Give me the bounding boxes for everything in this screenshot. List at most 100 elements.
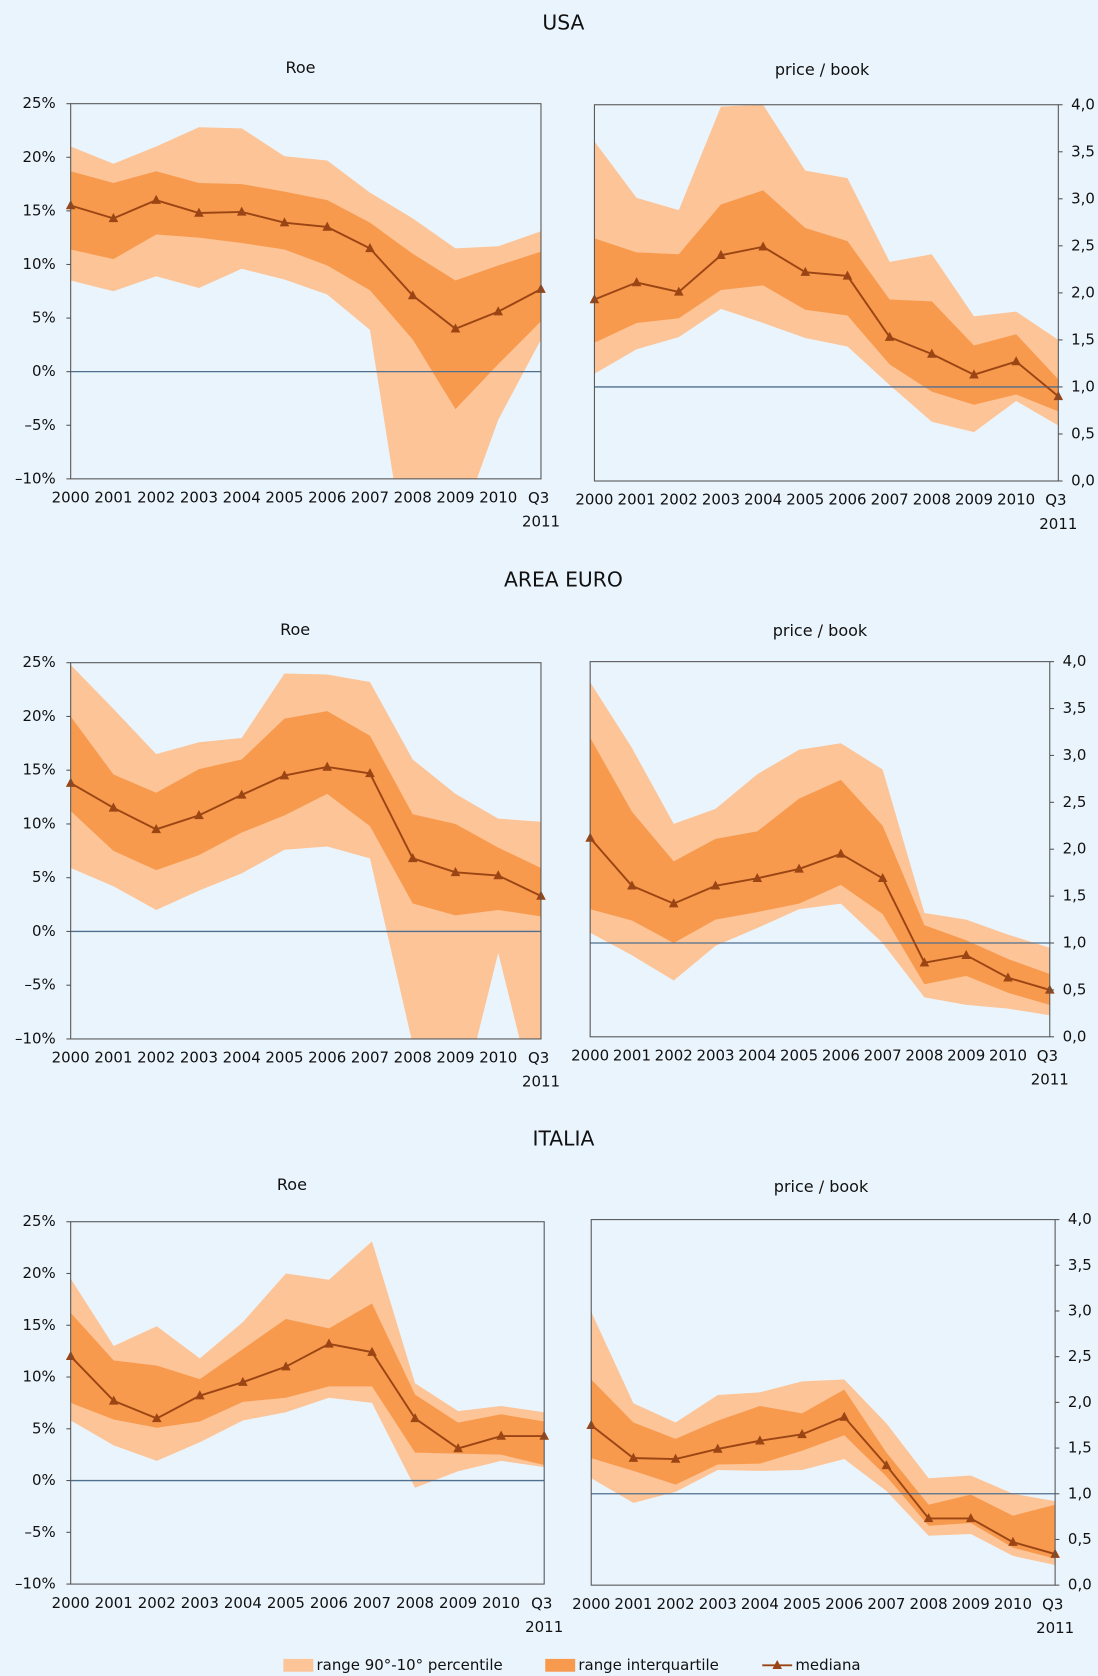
x-tick-label: 2005 — [267, 1594, 305, 1612]
median-marker — [926, 348, 937, 358]
x-tick-label: 2006 — [825, 1595, 863, 1613]
median-marker — [238, 1376, 248, 1386]
x-tick-label: 2002 — [660, 491, 698, 509]
x-tick-label: 2007 — [351, 1049, 389, 1067]
legend-label: mediana — [795, 1656, 860, 1674]
y-tick-label: 20% — [22, 707, 55, 725]
y-tick-label: 25% — [22, 1212, 55, 1230]
y-tick-label: 25% — [22, 653, 55, 671]
x-tick-label: 2007 — [353, 1594, 391, 1612]
y-tick-label: 15% — [22, 201, 55, 219]
x-tick-label: 2004 — [741, 1595, 779, 1613]
y-tick-label: 2,0 — [1068, 1393, 1092, 1411]
x-tick-label: 2009 — [947, 1047, 985, 1065]
median-marker — [450, 866, 461, 877]
y-tick-label: 5% — [32, 1419, 56, 1437]
y-tick-label: –10% — [15, 1029, 56, 1047]
band — [70, 1303, 545, 1466]
median-marker — [712, 1443, 723, 1453]
x-tick-label: 2007 — [351, 489, 389, 507]
x-tick-label: 2004 — [744, 491, 782, 509]
x-tick-label: 2007 — [871, 491, 909, 509]
chart-title: Roe — [280, 620, 310, 639]
median-marker — [842, 270, 853, 280]
median-line — [70, 199, 542, 330]
legend-swatch — [283, 1658, 314, 1672]
x-tick-label: 2003 — [180, 489, 218, 507]
x-tick-label: 2009 — [436, 1049, 474, 1067]
x-tick-label: 2008 — [910, 1595, 948, 1613]
median-marker — [716, 249, 726, 259]
chart-title: Roe — [285, 58, 315, 77]
x-tick-label: 2006 — [828, 491, 866, 509]
plot-frame — [70, 662, 542, 1040]
x-tick-label: 2004 — [738, 1047, 776, 1065]
y-tick-label: 10% — [22, 1368, 55, 1386]
y-tick-label: 25% — [22, 94, 55, 112]
x-tick-label: Q3 2011 — [522, 489, 560, 531]
median-marker — [881, 1460, 892, 1470]
median-marker — [877, 872, 888, 883]
x-tick-label: Q3 2011 — [1036, 1595, 1074, 1637]
x-tick-label: 2004 — [224, 1594, 262, 1612]
x-tick-label: 2004 — [223, 489, 261, 507]
median-marker — [673, 286, 684, 296]
x-tick-label: 2005 — [265, 489, 303, 507]
median-marker — [628, 1452, 639, 1462]
median-marker — [194, 810, 204, 820]
y-tick-label: 5% — [32, 309, 56, 327]
x-tick-label: 2000 — [52, 489, 90, 507]
y-tick-label: 2,0 — [1071, 283, 1095, 301]
median-marker — [670, 1453, 681, 1463]
plot — [70, 1241, 545, 1488]
y-tick-label: 0,0 — [1071, 471, 1095, 489]
plot — [70, 127, 541, 479]
median-marker — [322, 221, 333, 231]
x-tick-label: 2005 — [783, 1595, 821, 1613]
y-tick-label: 0% — [32, 922, 56, 940]
chart-title: price / book — [774, 1177, 869, 1196]
y-tick-label: 1,0 — [1071, 377, 1095, 395]
section-title: USA — [542, 11, 584, 35]
band — [594, 190, 1059, 412]
section-title: AREA EURO — [504, 567, 623, 591]
y-tick-label: 1,0 — [1068, 1484, 1092, 1502]
x-tick-label: 2001 — [618, 491, 656, 509]
median-marker — [195, 1390, 205, 1400]
plot — [70, 664, 541, 1039]
median-marker — [281, 1361, 291, 1371]
x-tick-label: 2003 — [696, 1047, 734, 1065]
y-tick-label: 3,0 — [1063, 746, 1087, 764]
x-tick-label: Q3 2011 — [525, 1594, 563, 1636]
y-tick-label: 0% — [32, 1471, 56, 1489]
band — [70, 711, 541, 917]
y-tick-label: –10% — [15, 1575, 56, 1593]
y-tick-label: 0,0 — [1068, 1576, 1092, 1594]
x-tick-label: 2001 — [94, 489, 132, 507]
x-tick-label: 2007 — [864, 1047, 902, 1065]
median-marker — [923, 1513, 934, 1523]
median-marker — [410, 1413, 420, 1423]
y-tick-label: 0% — [32, 362, 56, 380]
y-tick-label: –10% — [15, 469, 56, 487]
x-tick-label: 2008 — [905, 1047, 943, 1065]
median-marker — [279, 770, 290, 780]
median-marker — [407, 290, 418, 300]
median-marker — [1003, 972, 1013, 982]
x-tick-label: 2002 — [657, 1595, 695, 1613]
plot — [590, 682, 1050, 1016]
median-marker — [1008, 1536, 1018, 1546]
x-tick-label: 2006 — [308, 489, 346, 507]
median-marker — [800, 266, 811, 276]
y-tick-label: 2,5 — [1071, 236, 1095, 254]
median-marker — [969, 369, 979, 379]
y-tick-label: 10% — [22, 255, 55, 273]
y-tick-label: 2,0 — [1063, 840, 1087, 858]
legend-swatch — [545, 1658, 576, 1672]
x-tick-label: 2000 — [571, 1047, 609, 1065]
band — [70, 664, 541, 1039]
x-tick-label: 2005 — [265, 1049, 303, 1067]
y-tick-label: 1,5 — [1063, 887, 1087, 905]
y-tick-label: –5% — [25, 416, 56, 434]
median-marker — [324, 1338, 334, 1348]
